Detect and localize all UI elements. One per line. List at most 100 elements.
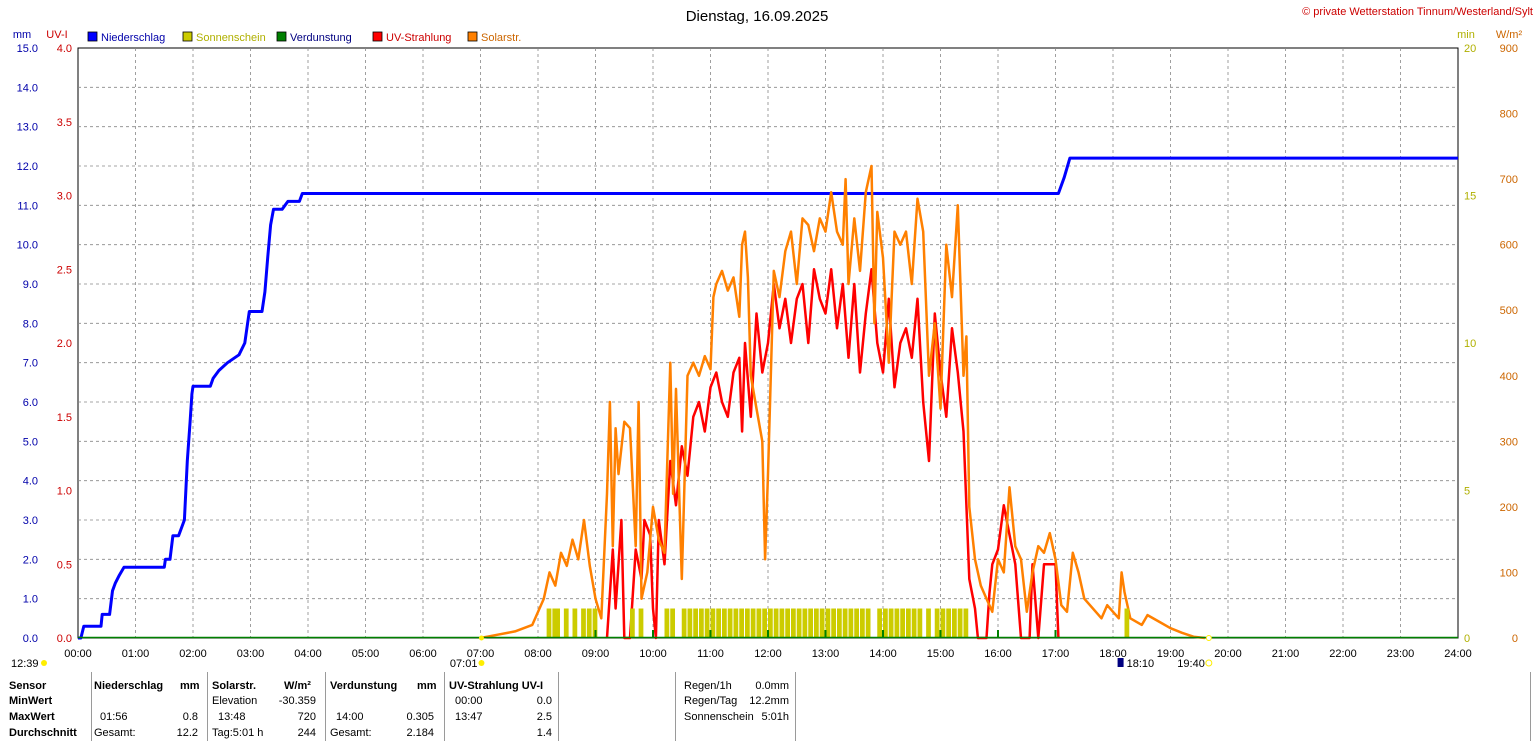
time-tick-label: 01:00 xyxy=(122,648,150,660)
sunrise-marker xyxy=(478,635,484,641)
wm2-tick-label: 100 xyxy=(1500,567,1518,579)
time-tick-label: 05:00 xyxy=(352,648,380,660)
time-tick-label: 11:00 xyxy=(697,648,724,660)
sunshine-bar xyxy=(946,608,951,638)
legend: Niederschlag Sonnenschein Verdunstung UV-St… xyxy=(87,31,521,44)
sunshine-bar xyxy=(860,608,865,638)
niederschlag-max-value: 0.8 xyxy=(182,711,198,723)
mm-tick-label: 1.0 xyxy=(23,594,38,606)
uv-max-value: 2.5 xyxy=(536,711,552,723)
sunshine-bar xyxy=(796,608,802,638)
stats-max-label: MaxWert xyxy=(9,711,55,723)
wm2-tick-label: 500 xyxy=(1500,305,1518,317)
time-tick-label: 19:00 xyxy=(1157,648,1185,660)
mm-tick-label: 10.0 xyxy=(17,240,38,252)
wm2-tick-label: 300 xyxy=(1500,436,1518,448)
sunshine-bar xyxy=(552,608,558,638)
copyright-text: © private Wetterstation Tinnum/Westerlan… xyxy=(1302,6,1533,18)
stats-divider xyxy=(444,672,445,741)
min-tick-label: 15 xyxy=(1464,191,1476,203)
min-tick-label: 5 xyxy=(1464,486,1470,498)
legend-label: Niederschlag xyxy=(101,32,165,44)
sunshine-bar xyxy=(664,608,670,638)
wm2-tick-label: 0 xyxy=(1512,633,1518,645)
sunshine-bar xyxy=(877,608,882,638)
stats-table: Sensor MinWert MaxWert Durchschnitt Nied… xyxy=(0,672,1536,741)
mm-tick-label: 6.0 xyxy=(23,397,38,409)
solar-elevation-value: -30.359 xyxy=(278,695,316,707)
sunshine-bar xyxy=(814,608,819,638)
wm2-axis-unit: W/m² xyxy=(1496,29,1523,41)
time-tick-label: 21:00 xyxy=(1272,648,1300,660)
legend-label: Sonnenschein xyxy=(196,32,266,44)
stats-uv-header: UV-Strahlung UV-I xyxy=(449,680,544,692)
time-tick-label: 23:00 xyxy=(1387,648,1415,660)
mm-tick-label: 5.0 xyxy=(23,436,38,448)
time-tick-label: 18:00 xyxy=(1099,648,1127,660)
uv-tick-label: 2.0 xyxy=(57,338,72,350)
solar-day-label: Tag:5:01 h xyxy=(212,727,264,739)
time-tick-label: 06:00 xyxy=(409,648,437,660)
sun-icon xyxy=(478,660,485,666)
stats-divider xyxy=(795,672,796,741)
stats-niederschlag-header: Niederschlag xyxy=(94,680,164,692)
mm-tick-label: 11.0 xyxy=(17,200,38,212)
stats-min-label: MinWert xyxy=(9,695,53,707)
moon-icon xyxy=(41,660,47,666)
astro-markers: 12:39 07:01 18:10 19:40 xyxy=(11,635,1213,670)
sunshine-bar xyxy=(842,608,848,638)
sunshine-bar xyxy=(745,608,750,638)
time-tick-label: 20:00 xyxy=(1214,648,1242,660)
legend-swatch xyxy=(87,31,98,42)
stats-divider xyxy=(325,672,326,741)
solar-max-time: 13:48 xyxy=(218,711,246,723)
verdunstung-max-value: 0.305 xyxy=(406,711,434,723)
sunshine-bar xyxy=(785,608,790,638)
mm-tick-label: 4.0 xyxy=(23,476,38,488)
sunshine-bar xyxy=(699,608,704,638)
mm-tick-label: 15.0 xyxy=(17,43,38,55)
sunshine-bar xyxy=(808,608,813,638)
time-tick-label: 12:00 xyxy=(754,648,782,660)
sunshine-bar xyxy=(722,608,727,638)
solar-avg-value: 244 xyxy=(297,727,316,739)
sunshine-bar xyxy=(963,608,969,638)
mm-axis-unit: mm xyxy=(13,29,31,41)
solar-elevation-label: Elevation xyxy=(212,695,258,707)
sunshine-bar xyxy=(957,608,963,638)
stats-sensor-header: Sensor xyxy=(9,680,47,692)
stats-avg-label: Durchschnitt xyxy=(9,727,77,739)
uv-tick-label: 1.5 xyxy=(57,412,72,424)
wm2-tick-label: 800 xyxy=(1500,109,1518,121)
sunshine-bar xyxy=(592,608,598,638)
sunset-time: 19:40 xyxy=(1177,658,1205,670)
uv-min-value: 0.0 xyxy=(536,695,552,707)
time-tick-label: 08:00 xyxy=(524,648,552,660)
sunshine-bar xyxy=(581,608,586,638)
uv-tick-label: 3.5 xyxy=(57,117,72,129)
sunshine-bar xyxy=(704,608,710,638)
sunshine-bar xyxy=(831,608,836,638)
verdunstung-total-label: Gesamt: xyxy=(330,727,372,739)
sunshine-bar xyxy=(630,608,635,638)
sunshine-bar xyxy=(854,608,859,638)
sunshine-bar xyxy=(934,608,940,638)
legend-swatch xyxy=(276,31,287,42)
sunset-marker xyxy=(1205,635,1212,641)
time-tick-label: 22:00 xyxy=(1329,648,1357,660)
uv-tick-label: 1.0 xyxy=(57,486,72,498)
min-tick-label: 0 xyxy=(1464,633,1470,645)
time-tick-label: 24:00 xyxy=(1444,648,1472,660)
niederschlag-total-value: 12.2 xyxy=(176,727,198,739)
mm-tick-label: 3.0 xyxy=(23,515,38,527)
sunshine-bar xyxy=(693,608,698,638)
legend-swatch xyxy=(182,31,193,42)
sunshine-bar xyxy=(917,608,923,638)
sunshine-bar xyxy=(773,608,779,638)
min-axis-unit: min xyxy=(1457,29,1475,41)
sunshine-bar xyxy=(762,608,767,638)
sunshine-bar xyxy=(894,608,900,638)
legend-label: Verdunstung xyxy=(290,32,352,44)
stats-verdunstung-header: Verdunstung xyxy=(330,680,398,692)
sunshine-bar xyxy=(716,608,721,638)
